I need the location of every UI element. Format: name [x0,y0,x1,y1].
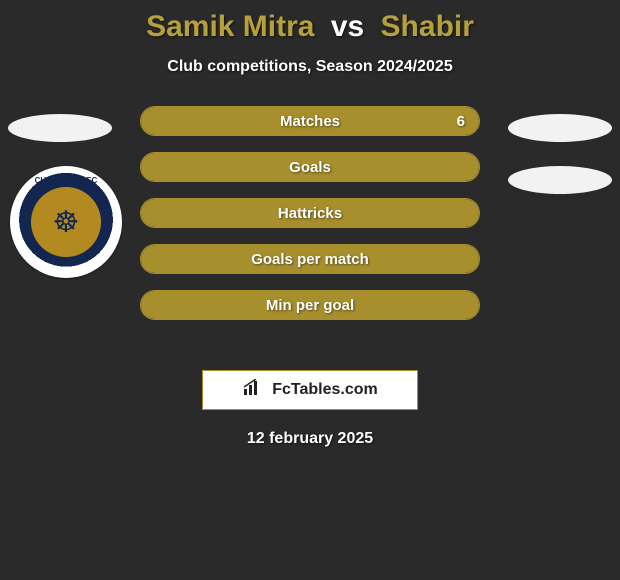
player2-name: Shabir [381,10,474,43]
subtitle: Club competitions, Season 2024/2025 [0,58,620,76]
stat-label: Min per goal [141,291,479,319]
stat-value: 6 [457,107,465,135]
player2-marker2-icon [508,166,612,194]
stat-row-goals: Goals [140,152,480,182]
footer-date: 12 february 2025 [0,430,620,448]
stat-label: Matches [141,107,479,135]
stat-row-goals-per-match: Goals per match [140,244,480,274]
player1-name: Samik Mitra [146,10,314,43]
vs-text: vs [331,10,364,43]
stat-label: Goals [141,153,479,181]
club-badge-mask-icon: ☸ [31,187,101,257]
branding-text: FcTables.com [272,381,378,399]
branding-box[interactable]: FcTables.com [202,370,418,410]
player1-marker-icon [8,114,112,142]
stat-bars: Matches 6 Goals Hattricks Goals per matc… [140,106,480,336]
comparison-title: Samik Mitra vs Shabir [0,0,620,44]
club-badge-text: CHENNAIYIN FC [10,176,122,185]
comparison-stage: CHENNAIYIN FC ☸ Matches 6 Goals Hattrick… [0,106,620,366]
stat-label: Hattricks [141,199,479,227]
barchart-icon [242,379,266,402]
stat-row-matches: Matches 6 [140,106,480,136]
stat-row-min-per-goal: Min per goal [140,290,480,320]
player2-marker-icon [508,114,612,142]
stat-row-hattricks: Hattricks [140,198,480,228]
club-badge: CHENNAIYIN FC ☸ [10,166,122,278]
stat-label: Goals per match [141,245,479,273]
